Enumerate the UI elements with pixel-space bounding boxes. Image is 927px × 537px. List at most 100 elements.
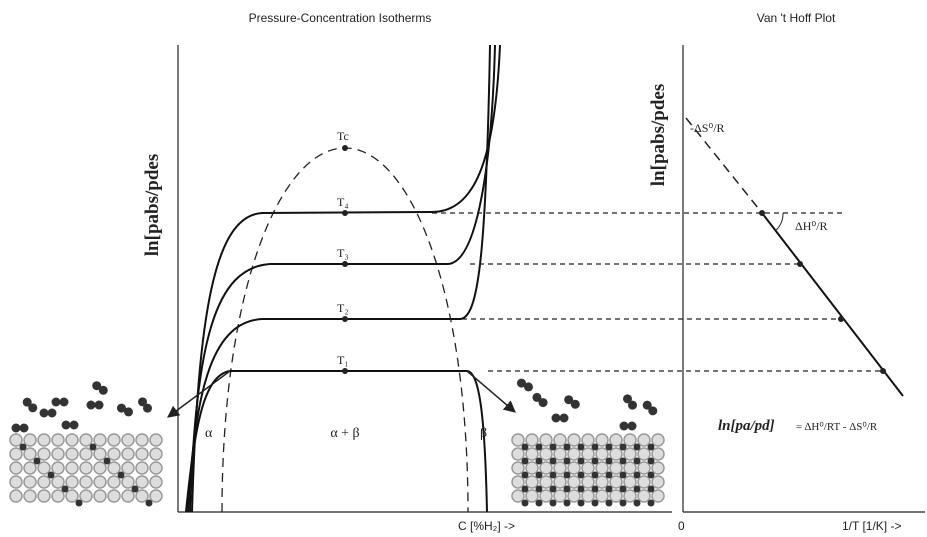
metal-atom (554, 490, 566, 502)
hydrogen-atom (48, 472, 55, 479)
h2-atom (48, 409, 57, 418)
metal-atom (540, 448, 552, 460)
h2-atom (560, 414, 569, 423)
metal-atom (512, 448, 524, 460)
metal-atom (94, 476, 106, 488)
metal-atom (150, 448, 162, 460)
metal-atom (624, 462, 636, 474)
hydrogen-atom (578, 444, 585, 451)
hydrogen-atom (536, 472, 543, 479)
hydrogen-atom (648, 458, 655, 465)
hydrogen-atom (550, 500, 557, 507)
metal-atom (108, 434, 120, 446)
hydrogen-atom (536, 486, 543, 493)
metal-atom (512, 490, 524, 502)
metal-atom (540, 490, 552, 502)
hydrogen-atom (620, 500, 627, 507)
metal-atom (80, 448, 92, 460)
equation-rhs: = ΔH⁰/RT - ΔS⁰/R (796, 421, 878, 433)
hydrogen-atom (592, 458, 599, 465)
metal-atom (38, 490, 50, 502)
metal-atom (526, 462, 538, 474)
metal-atom (652, 490, 664, 502)
metal-atom (554, 462, 566, 474)
hydrogen-atom (620, 444, 627, 451)
isotherm (190, 45, 495, 512)
hydrogen-atom (620, 486, 627, 493)
metal-atom (610, 462, 622, 474)
metal-atom (638, 476, 650, 488)
metal-atom (66, 448, 78, 460)
h2-atom (552, 414, 561, 423)
hydrogen-atom (634, 458, 641, 465)
metal-atom (52, 476, 64, 488)
hydrogen-atom (648, 444, 655, 451)
hydrogen-atom (536, 500, 543, 507)
hydrogen-atom (564, 458, 571, 465)
metal-atom (568, 490, 580, 502)
metal-atom (582, 490, 594, 502)
metal-atom (80, 462, 92, 474)
hydrogen-atom (648, 500, 655, 507)
metal-atom (66, 490, 78, 502)
h2-atom (40, 409, 49, 418)
metal-atom (624, 490, 636, 502)
metal-atom (582, 434, 594, 446)
metal-atom (10, 490, 22, 502)
metal-atom (80, 434, 92, 446)
metal-atom (122, 476, 134, 488)
metal-atom (596, 434, 608, 446)
region-label: β (480, 426, 487, 441)
hydrogen-atom (592, 486, 599, 493)
hydrogen-atom (578, 472, 585, 479)
metal-atom (540, 462, 552, 474)
hydrogen-atom (648, 472, 655, 479)
h2-atom (60, 398, 69, 407)
metal-atom (596, 462, 608, 474)
metal-atom (568, 448, 580, 460)
metal-atom (52, 462, 64, 474)
arrow (467, 371, 515, 412)
metal-atom (108, 490, 120, 502)
metal-atom (80, 490, 92, 502)
h2-atom (620, 422, 629, 431)
hydrogen-atom (606, 472, 613, 479)
metal-atom (136, 476, 148, 488)
metal-atom (638, 462, 650, 474)
equation-lhs: ln[pa/pd] (718, 418, 775, 434)
hydrogen-atom (146, 500, 153, 507)
metal-atom (94, 448, 106, 460)
metal-atom (24, 462, 36, 474)
metal-atom (610, 490, 622, 502)
metal-atom (136, 448, 148, 460)
isotherms (186, 45, 500, 512)
h2-atom (99, 386, 108, 395)
hydrogen-atom (522, 472, 529, 479)
metal-atom (540, 476, 552, 488)
hydrogen-atom (132, 486, 139, 493)
metal-atom (150, 476, 162, 488)
metal-atom (610, 434, 622, 446)
hydrogen-atom (90, 444, 97, 451)
y-label: ln[pabs/pdes (142, 154, 163, 256)
hydrogen-atom (522, 486, 529, 493)
metal-atom (24, 434, 36, 446)
hydrogen-atom (634, 444, 641, 451)
hydrogen-atom (550, 486, 557, 493)
metal-atom (652, 476, 664, 488)
metal-atom (638, 448, 650, 460)
hydrogen-atom (522, 458, 529, 465)
hydrogen-atom (578, 458, 585, 465)
metal-atom (526, 448, 538, 460)
h2-atom (539, 398, 548, 407)
metal-atom (554, 448, 566, 460)
metal-atom (52, 434, 64, 446)
metal-atom (38, 448, 50, 460)
hydrogen-atom (634, 500, 641, 507)
hydrogen-atom (606, 500, 613, 507)
metal-atom (66, 434, 78, 446)
intercept-label: -ΔS⁰/R (690, 121, 725, 135)
atom-illustration-alpha (10, 381, 162, 506)
metal-atom (512, 462, 524, 474)
